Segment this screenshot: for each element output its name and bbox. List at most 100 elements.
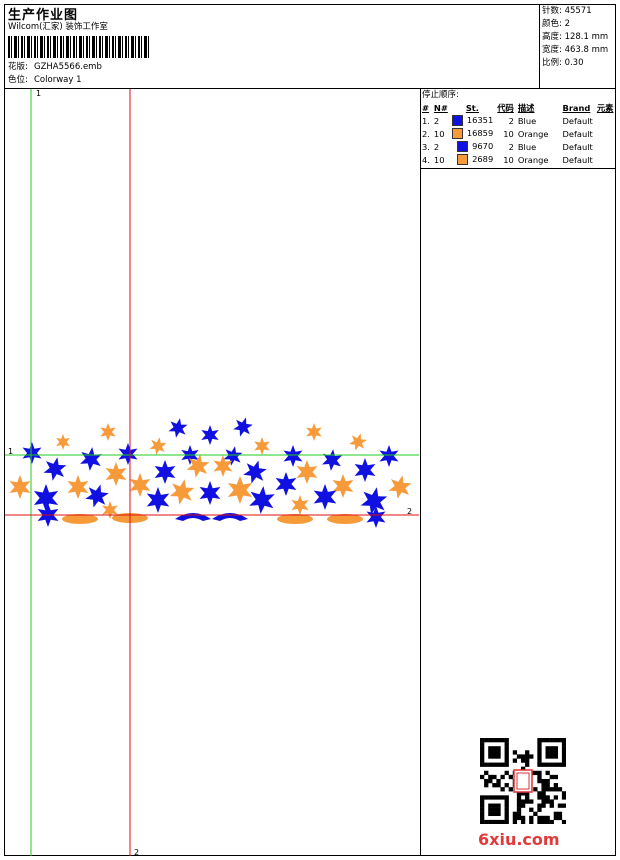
orange-star-motif	[291, 495, 309, 515]
orange-star-motif	[186, 454, 210, 478]
table-header-row: # N# St. 代码 描述 Brand 元素	[420, 101, 615, 114]
orange-star-motif	[56, 434, 70, 450]
blue-star-motif	[283, 445, 303, 467]
blue-swirl-motif	[212, 513, 248, 521]
col-description: 描述	[517, 102, 535, 113]
orange-star-motif	[149, 437, 167, 455]
orange-star-motif	[100, 423, 116, 441]
stats-divider	[539, 4, 540, 88]
stitch-count: 针数: 45571	[542, 6, 592, 16]
orange-star-motif	[332, 474, 354, 498]
row-description: Orange	[517, 154, 549, 165]
design-width: 宽度: 463.8 mm	[542, 45, 609, 55]
barcode	[8, 36, 150, 58]
row-stitches: 16859	[450, 127, 495, 140]
orange-star-motif	[388, 475, 412, 499]
table-row: 4. 10 2689 10 Orange Default	[420, 153, 615, 166]
embroidery-pattern	[9, 417, 412, 528]
blue-star-motif	[201, 425, 219, 445]
row-needle: 2	[433, 115, 440, 126]
row-stitches: 2689	[450, 153, 495, 166]
col-brand: Brand	[562, 102, 591, 113]
company-name: Wilcom(汇家) 装饰工作室	[8, 22, 108, 32]
blue-star-motif	[168, 418, 188, 438]
orange-star-motif	[349, 433, 367, 451]
stats-panel: 针数: 45571 颜色: 2 高度: 128.1 mm 宽度: 463.8 m…	[542, 5, 608, 70]
table-row: 3. 2 9670 2 Blue Default	[420, 140, 615, 153]
color-swatch	[451, 115, 463, 126]
blue-star-motif	[154, 460, 176, 484]
orange-star-motif	[129, 473, 151, 497]
green-horizontal-guide-label: 1	[8, 447, 14, 456]
col-index: #	[422, 102, 429, 113]
design-scale: 比例: 0.30	[542, 58, 584, 68]
seal-stamp-inner	[516, 772, 530, 790]
orange-star-motif	[296, 460, 318, 484]
color-swatch	[457, 154, 469, 165]
row-code: 10	[503, 154, 514, 165]
page-title: 生产作业图	[8, 8, 79, 23]
blue-star-motif	[322, 449, 342, 471]
blue-star-motif	[379, 445, 399, 467]
row-code: 2	[508, 141, 514, 152]
row-needle: 10	[433, 128, 445, 139]
orange-base-motif	[62, 514, 98, 524]
row-index: 2.	[422, 128, 430, 139]
row-brand: Default	[562, 128, 593, 139]
row-brand: Default	[562, 115, 593, 126]
side-panel-divider	[420, 88, 421, 856]
stop-sequence-title: 停止顺序:	[422, 90, 459, 100]
blue-star-motif	[146, 487, 170, 513]
red-vertical-guide-label: 2	[134, 848, 140, 857]
watermark-text: 6xiu.com	[478, 830, 560, 849]
green-vertical-guide-label: 1	[36, 89, 42, 98]
row-brand: Default	[562, 154, 593, 165]
blue-star-motif	[118, 443, 138, 465]
orange-star-motif	[67, 475, 89, 499]
blue-star-motif	[223, 446, 243, 466]
col-stitches: St.	[465, 102, 479, 113]
stop-sequence-table: # N# St. 代码 描述 Brand 元素 1. 2 16351 2 Blu…	[420, 101, 615, 166]
design-name: GZHA5566.emb	[34, 62, 102, 72]
color-count: 颜色: 2	[542, 19, 570, 29]
colorway-name: Colorway 1	[34, 75, 82, 85]
row-description: Orange	[517, 128, 549, 139]
row-description: Blue	[517, 115, 537, 126]
row-stitches: 16351	[450, 114, 495, 127]
blue-star-motif	[22, 442, 42, 464]
row-index: 1.	[422, 115, 430, 126]
orange-star-motif	[169, 479, 195, 505]
blue-star-motif	[275, 472, 297, 496]
design-label: 花版:	[8, 62, 28, 72]
orange-star-motif	[105, 462, 127, 486]
row-needle: 10	[433, 154, 445, 165]
color-swatch	[457, 141, 469, 152]
col-element: 元素	[596, 102, 614, 113]
orange-star-motif	[254, 437, 270, 455]
orange-star-motif	[102, 501, 118, 519]
row-code: 2	[508, 115, 514, 126]
table-row: 2. 10 16859 10 Orange Default	[420, 127, 615, 140]
blue-swirl-motif	[175, 513, 211, 521]
red-horizontal-guide-label: 2	[407, 507, 413, 516]
qr-code	[480, 738, 566, 824]
row-index: 3.	[422, 141, 430, 152]
color-swatch	[451, 128, 463, 139]
blue-star-motif	[243, 460, 267, 484]
seal-stamp	[513, 769, 533, 793]
row-stitches: 9670	[450, 140, 495, 153]
blue-star-motif	[80, 447, 102, 471]
blue-star-motif	[233, 417, 253, 437]
orange-star-motif	[9, 475, 31, 499]
table-row: 1. 2 16351 2 Blue Default	[420, 114, 615, 127]
header-divider	[4, 88, 616, 89]
row-index: 4.	[422, 154, 430, 165]
row-description: Blue	[517, 141, 537, 152]
row-brand: Default	[562, 141, 593, 152]
stop-table-bottom	[420, 168, 616, 169]
orange-base-motif	[327, 514, 363, 524]
colorway-label: 色位:	[8, 75, 28, 85]
blue-star-motif	[249, 486, 275, 514]
blue-star-motif	[366, 506, 386, 528]
